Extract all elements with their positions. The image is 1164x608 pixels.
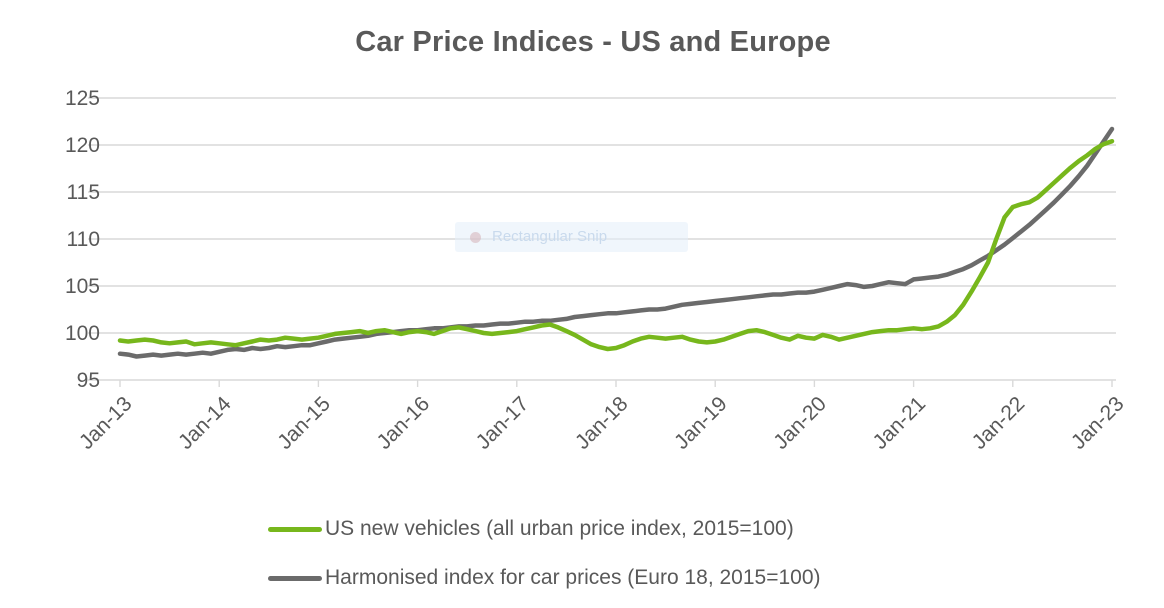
us-series-swatch-icon [268, 526, 322, 532]
svg-text:Jan-22: Jan-22 [968, 392, 1030, 454]
svg-text:Jan-21: Jan-21 [868, 392, 930, 454]
svg-text:Jan-13: Jan-13 [75, 392, 137, 454]
svg-text:125: 125 [65, 87, 100, 110]
svg-text:Jan-17: Jan-17 [472, 392, 534, 454]
svg-text:Jan-19: Jan-19 [670, 392, 732, 454]
svg-text:95: 95 [77, 369, 100, 392]
svg-text:Jan-15: Jan-15 [273, 392, 335, 454]
legend-item-euro-harmonised: Harmonised index for car prices (Euro 18… [268, 563, 821, 593]
snip-overlay-label: Rectangular Snip [492, 228, 608, 245]
snip-toolbar-overlay: Rectangular Snip [455, 222, 688, 252]
svg-text:120: 120 [65, 134, 100, 157]
legend-label-euro: Harmonised index for car prices (Euro 18… [325, 566, 821, 589]
snip-dot-icon [470, 232, 481, 243]
svg-text:Jan-23: Jan-23 [1067, 392, 1129, 454]
legend-item-us-new-vehicles: US new vehicles (all urban price index, … [268, 514, 821, 544]
page-title: Car Price Indices - US and Europe [355, 26, 831, 58]
svg-text:Jan-18: Jan-18 [571, 392, 633, 454]
svg-text:105: 105 [65, 275, 100, 298]
svg-text:Jan-20: Jan-20 [769, 392, 831, 454]
svg-text:115: 115 [67, 181, 100, 204]
chart-legend: US new vehicles (all urban price index, … [268, 514, 821, 608]
series-line-euro-harmonised [117, 126, 1115, 359]
legend-label-us: US new vehicles (all urban price index, … [325, 517, 794, 540]
svg-text:110: 110 [67, 228, 100, 251]
svg-text:100: 100 [65, 322, 100, 345]
series-line-us-new-vehicles [117, 138, 1115, 352]
euro-series-swatch-icon [268, 575, 322, 581]
svg-text:Jan-16: Jan-16 [372, 392, 434, 454]
svg-text:Jan-14: Jan-14 [174, 392, 236, 454]
